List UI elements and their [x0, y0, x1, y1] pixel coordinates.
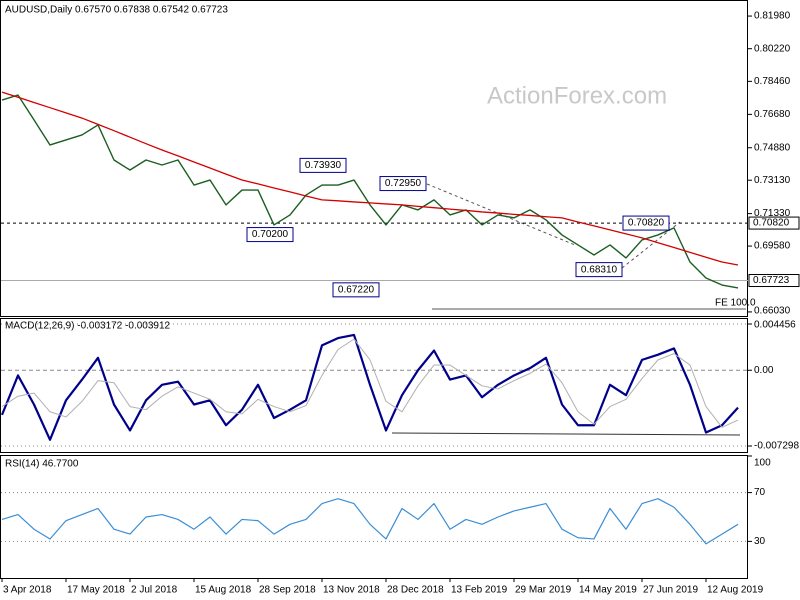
x-tick-label: 14 May 2019 — [579, 585, 637, 596]
macd-panel — [0, 318, 748, 453]
y-tick-label: 0.73130 — [754, 175, 791, 186]
annotation-box — [246, 227, 294, 243]
rsi-panel — [0, 455, 748, 579]
y-tick-label: 0.004456 — [754, 320, 796, 331]
x-tick-label: 27 Jun 2019 — [643, 585, 698, 596]
chart-title: AUDUSD,Daily 0.67570 0.67838 0.67542 0.6… — [5, 5, 228, 16]
x-tick-label: 3 Apr 2018 — [3, 585, 52, 596]
series-line — [1, 94, 739, 289]
y-tick-label: 0.69580 — [754, 241, 791, 252]
series-line — [0, 333, 739, 441]
annotation-label: 0.70820 — [628, 218, 665, 229]
y-tick-label: 0.00 — [754, 365, 774, 376]
rsi-title: RSI(14) 46.7700 — [5, 459, 79, 470]
x-tick-label: 13 Nov 2018 — [323, 585, 380, 596]
support-line — [391, 432, 741, 436]
level-box — [748, 216, 800, 230]
x-tick-label: 15 Aug 2018 — [195, 585, 252, 596]
series-line — [1, 338, 739, 428]
x-tick-label: 17 May 2018 — [67, 585, 125, 596]
series-line — [1, 498, 739, 545]
x-tick-label: 28 Dec 2018 — [387, 585, 444, 596]
y-tick-label: 30 — [754, 536, 766, 547]
x-tick-label: 2 Jul 2018 — [131, 585, 178, 596]
y-tick-label: 0.78460 — [754, 76, 791, 87]
trend-line — [426, 183, 576, 246]
annotation-box — [299, 157, 347, 173]
price-box — [748, 274, 800, 288]
annotation-label: 0.67220 — [338, 284, 375, 295]
annotation-box — [575, 262, 623, 278]
series-line — [1, 91, 739, 266]
x-tick-label: 12 Aug 2019 — [707, 585, 764, 596]
annotation-label: 0.70200 — [252, 229, 289, 240]
y-tick-label: -0.007298 — [754, 441, 799, 452]
y-tick-label: 0.71330 — [754, 208, 791, 219]
main-panel — [0, 0, 748, 317]
y-tick-label: 0.80220 — [754, 43, 791, 54]
y-tick-label: 70 — [754, 487, 766, 498]
annotation-label: 0.72950 — [385, 178, 422, 189]
macd-title: MACD(12,26,9) -0.003172 -0.003912 — [5, 321, 171, 332]
y-tick-label: 0.66030 — [754, 306, 791, 317]
x-tick-label: 28 Sep 2018 — [259, 585, 316, 596]
y-tick-label: 100 — [754, 458, 771, 469]
annotation-box — [379, 176, 427, 192]
fe-label: FE 100.0 — [715, 298, 756, 309]
annotation-box — [622, 215, 670, 231]
watermark: ActionForex.com — [487, 82, 667, 109]
level-label: 0.70820 — [753, 218, 790, 229]
y-tick-label: 0.76680 — [754, 109, 791, 120]
price-label: 0.67723 — [753, 275, 790, 286]
x-tick-label: 13 Feb 2019 — [451, 585, 508, 596]
annotation-label: 0.73930 — [305, 160, 342, 171]
x-tick-label: 29 Mar 2019 — [515, 585, 572, 596]
y-tick-label: 0.81980 — [754, 11, 791, 22]
y-tick-label: 0.74880 — [754, 142, 791, 153]
annotation-label: 0.68310 — [581, 264, 618, 275]
annotation-box — [332, 282, 380, 298]
